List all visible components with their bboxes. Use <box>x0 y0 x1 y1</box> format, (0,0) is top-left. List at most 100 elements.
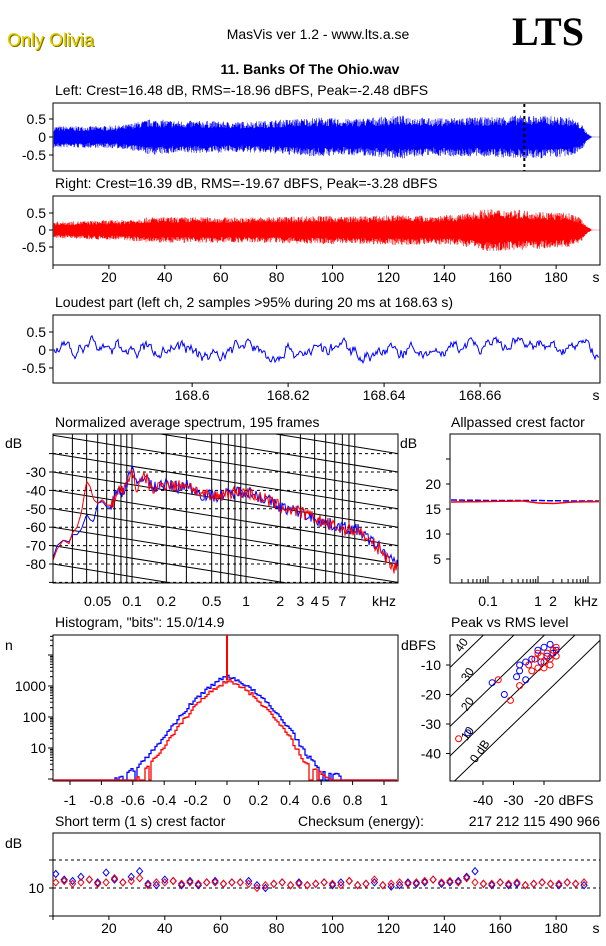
album-title: Only Olivia <box>7 30 95 50</box>
peak-rms-left-point <box>488 679 496 687</box>
right-waveform-xtick-label: 140 <box>433 269 457 285</box>
right-waveform-xtick-label: 60 <box>213 269 229 285</box>
spectrum-plot-area <box>53 434 398 583</box>
short-term-right-point <box>152 878 161 887</box>
peak-rms-right-point <box>540 664 548 672</box>
short-term-right-point <box>362 879 370 889</box>
short-term-right-point <box>454 878 462 887</box>
peak-rms-right-point <box>525 661 533 669</box>
peak-rms-ytick-label: -20 <box>421 687 441 703</box>
peak-rms-left-point <box>513 673 521 681</box>
spectrum-xtick-label: 0.2 <box>157 593 177 609</box>
short-term-right-point <box>203 878 211 887</box>
loudest-ytick-label: 0.5 <box>27 324 47 340</box>
short-term-right-point <box>395 878 404 887</box>
short-term-xtick-label: 20 <box>101 920 117 936</box>
right-waveform-xtick-label: 100 <box>321 269 345 285</box>
peak-rms-xtick-label: -40 <box>473 792 493 808</box>
short-term-right-point <box>144 880 152 890</box>
spectrum-slope-line <box>53 489 398 547</box>
short-term-left-point <box>60 875 68 884</box>
short-term-right-point <box>513 878 521 887</box>
left-waveform-ytick-label: 0 <box>38 129 46 145</box>
short-term-right-point <box>94 879 102 889</box>
peak-rms-right-point <box>506 696 514 704</box>
short-term-right-point <box>563 878 571 887</box>
allpassed-title: Allpassed crest factor <box>451 414 585 430</box>
histogram-ytick-label: 10 <box>30 740 46 756</box>
right-waveform-ytick-label: 0 <box>38 222 46 238</box>
short-term-left-point <box>345 876 353 886</box>
allpassed-right-trace <box>451 500 599 505</box>
peak-rms-right-point <box>534 649 542 657</box>
right-waveform-xtick-label: 40 <box>157 269 173 285</box>
loudest-xtick-label: 168.64 <box>363 387 406 403</box>
short-term-right-point <box>135 873 144 883</box>
peak-rms-left-point <box>516 661 524 669</box>
histogram-ylabel: n <box>5 637 13 653</box>
peak-rms-left-point <box>516 667 524 675</box>
short-term-right-point <box>68 879 77 889</box>
spectrum-xtick-label: 0.05 <box>84 593 111 609</box>
short-term-left-point <box>295 878 303 887</box>
short-term-left-point <box>85 875 93 884</box>
short-term-left-point <box>572 879 580 889</box>
short-term-xunit: s <box>593 920 600 936</box>
short-term-right-point <box>404 879 412 889</box>
peak-rms-frame <box>449 634 601 782</box>
right-waveform-xtick-label: 180 <box>544 269 568 285</box>
spectrum-ytick-label: -70 <box>26 538 46 554</box>
short-term-right-point <box>370 875 379 884</box>
short-term-right-point <box>102 878 110 887</box>
short-term-right-point <box>278 878 286 887</box>
short-term-left-point <box>320 878 328 887</box>
allpassed-left-trace <box>451 499 599 502</box>
short-term-frame <box>52 832 601 917</box>
peak-rms-right-point <box>543 649 551 657</box>
spectrum-xtick-label: 1 <box>242 593 250 609</box>
short-term-left-point <box>504 880 513 890</box>
short-term-right-point <box>412 878 421 887</box>
right-waveform-xtick-label: 120 <box>377 269 401 285</box>
short-term-left-point <box>94 878 102 887</box>
short-term-left-point <box>77 872 85 882</box>
lts-logo: LTS <box>512 9 584 54</box>
spectrum-ytick-label: -40 <box>26 482 46 498</box>
spectrum-ytick-label: -30 <box>26 464 46 480</box>
allpassed-xtick-label: 2 <box>549 593 557 609</box>
peak-rms-right-point <box>494 676 502 684</box>
short-term-right-point <box>463 873 471 883</box>
histogram-xtick-label: 0 <box>223 792 231 808</box>
histogram-xtick-label: -0.4 <box>152 792 176 808</box>
crest-line <box>450 635 546 728</box>
short-term-left-point <box>52 869 60 879</box>
spectrum-slope-line <box>53 563 175 583</box>
short-term-left-point <box>337 878 345 887</box>
peak-rms-title: Peak vs RMS level <box>451 614 568 630</box>
crest-line <box>450 635 485 669</box>
histogram-xtick-label: -0.8 <box>89 792 113 808</box>
short-term-right-point <box>211 878 219 887</box>
short-term-right-point <box>580 878 588 887</box>
peak-rms-ytick-label: -30 <box>421 716 441 732</box>
short-term-right-point <box>295 879 303 889</box>
short-term-right-point <box>353 880 362 890</box>
short-term-left-point <box>278 878 286 887</box>
short-term-right-point <box>530 879 538 889</box>
allpassed-xunit: kHz <box>574 593 598 609</box>
short-term-right-point <box>429 875 437 884</box>
histogram-frame <box>52 634 399 782</box>
crest-line-label: 40 <box>452 635 471 654</box>
crest-line-label: 0 dB <box>467 737 493 765</box>
short-term-right-point <box>286 880 295 890</box>
peak-rms-left-point <box>522 676 530 684</box>
short-term-left-point <box>68 876 77 886</box>
short-term-left-point <box>404 878 412 887</box>
histogram-right-trace <box>53 679 397 781</box>
short-term-left-point <box>270 879 278 889</box>
short-term-right-point <box>186 878 194 887</box>
peak-rms-right-point <box>531 655 539 663</box>
right-waveform-ytick-label: 0.5 <box>27 205 47 221</box>
app-title: MasVis ver 1.2 - www.lts.a.se <box>226 26 410 42</box>
short-term-right-point <box>421 876 429 886</box>
